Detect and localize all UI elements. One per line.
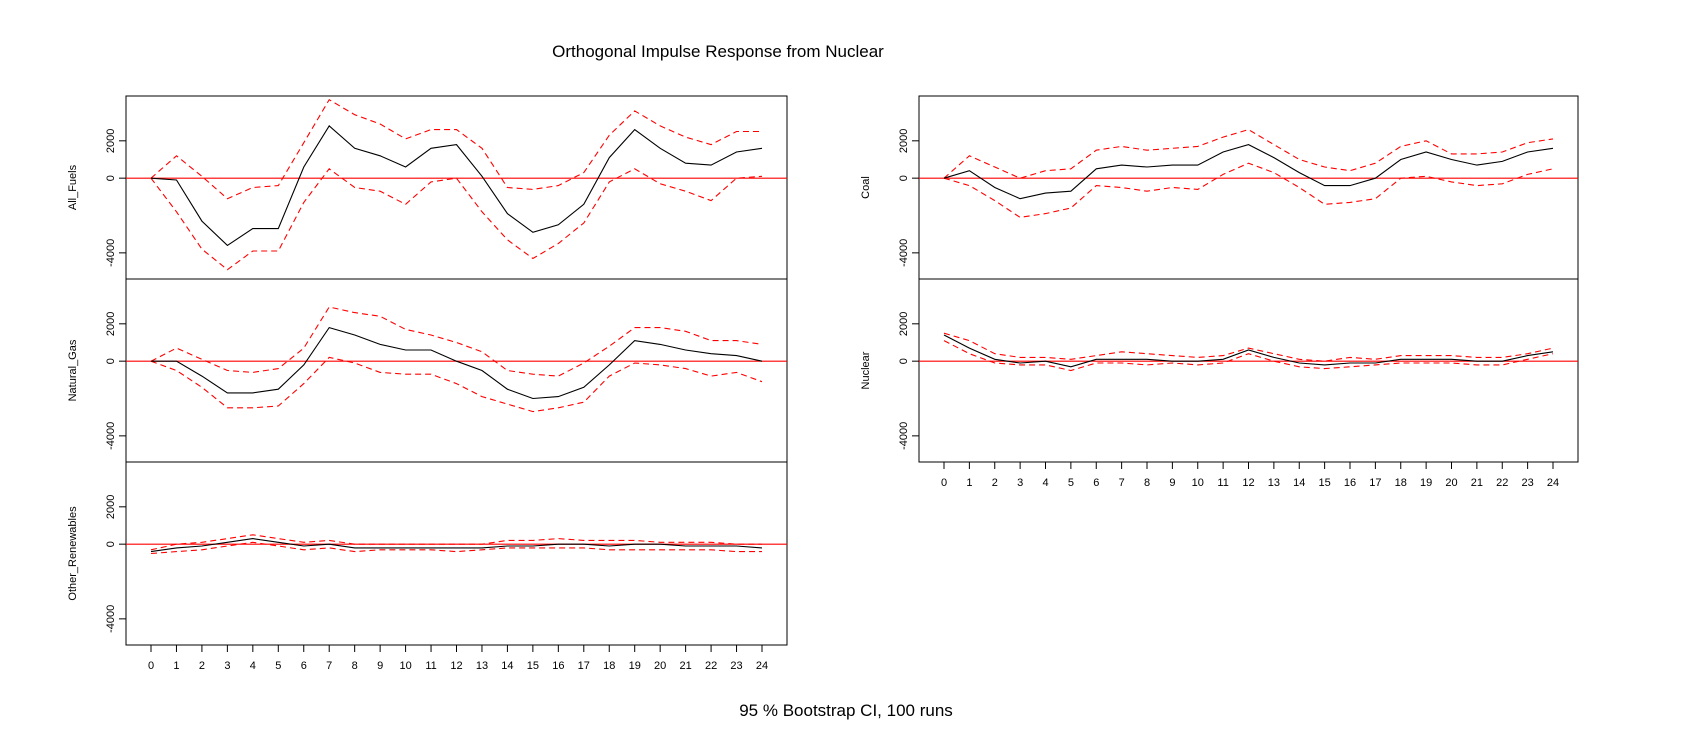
response-line: [150, 538, 763, 553]
x-tick-label: 15: [527, 660, 539, 672]
y-tick-label: 0: [105, 175, 117, 181]
x-tick-label: 14: [501, 660, 513, 672]
x-tick-label: 13: [1268, 477, 1280, 489]
panel-all-fuels: 2000 0 -4000 All_Fuels: [67, 95, 788, 280]
x-tick-label: 10: [1192, 477, 1204, 489]
x-tick-label: 13: [476, 660, 488, 672]
response-line: [943, 144, 1554, 200]
y-tick-label: -4000: [105, 239, 117, 267]
x-tick-label: 1: [173, 660, 179, 672]
panel-frame: [918, 278, 1579, 463]
y-tick-label: 0: [898, 358, 910, 364]
y-tick-label: 2000: [898, 129, 910, 153]
panel-frame: [125, 95, 788, 280]
x-tick-label: 2: [992, 477, 998, 489]
x-tick-label: 19: [629, 660, 641, 672]
y-tick-label: 0: [898, 175, 910, 181]
x-tick-label: 4: [1042, 477, 1048, 489]
response-line: [151, 326, 763, 400]
y-tick-label: -4000: [898, 422, 910, 450]
y-tick-label: -4000: [105, 422, 117, 450]
panel-natural-gas: 2000 0 -4000 Natural_Gas: [67, 278, 788, 463]
x-tick-label: 0: [941, 477, 947, 489]
x-tick-label: 9: [1169, 477, 1175, 489]
ci-lower-line: [150, 356, 763, 413]
x-tick-label: 5: [1068, 477, 1074, 489]
y-axis-label: Coal: [860, 176, 872, 199]
x-tick-label: 3: [224, 660, 230, 672]
response-line: [150, 125, 763, 247]
panel-frame: [125, 278, 788, 463]
ci-upper-line: [943, 332, 1554, 362]
x-tick-label: 16: [1344, 477, 1356, 489]
x-tick-label: 11: [425, 660, 436, 672]
x-tick-label: 23: [730, 660, 742, 672]
ci-upper-line: [150, 534, 762, 551]
x-tick-label: 22: [1496, 477, 1508, 489]
x-tick-label: 12: [1242, 477, 1254, 489]
x-tick-label: 19: [1420, 477, 1432, 489]
y-tick-label: 2000: [898, 312, 910, 336]
x-tick-label: 11: [1217, 477, 1228, 489]
x-tick-label: 0: [148, 660, 154, 672]
x-tick-label: 17: [1369, 477, 1381, 489]
x-tick-label: 8: [1144, 477, 1150, 489]
y-tick-label: 0: [105, 358, 117, 364]
ci-lower-line: [943, 162, 1554, 218]
x-tick-label: 24: [756, 660, 768, 672]
x-tick-label: 16: [552, 660, 564, 672]
x-tick-label: 20: [1445, 477, 1457, 489]
x-tick-label: 24: [1547, 477, 1559, 489]
x-tick-label: 18: [1395, 477, 1407, 489]
x-tick-label: 22: [705, 660, 717, 672]
ci-upper-line: [150, 306, 763, 377]
x-tick-label: 7: [326, 660, 332, 672]
y-axis-label: Nuclear: [860, 351, 872, 389]
ci-lower-line: [150, 168, 763, 271]
x-tick-label: 4: [250, 660, 256, 672]
x-tick-label: 17: [578, 660, 590, 672]
x-tick-label: 14: [1293, 477, 1305, 489]
y-tick-label: 0: [105, 541, 117, 547]
x-tick-label: 6: [1093, 477, 1099, 489]
panel-frame: [918, 95, 1579, 280]
y-axis-label: All_Fuels: [67, 164, 79, 210]
chart-footer: 95 % Bootstrap CI, 100 runs: [739, 701, 953, 720]
x-tick-label: 2: [199, 660, 205, 672]
ci-lower-line: [943, 340, 1554, 372]
panel-frame: [125, 461, 788, 646]
y-tick-label: 2000: [105, 129, 117, 153]
y-tick-label: -4000: [105, 605, 117, 633]
x-tick-label: 21: [680, 660, 692, 672]
y-axis-label: Other_Renewables: [67, 506, 79, 601]
x-tick-label: 1: [966, 477, 972, 489]
y-tick-label: 2000: [105, 312, 117, 336]
y-tick-label: 2000: [105, 495, 117, 519]
x-tick-label: 5: [275, 660, 281, 672]
panel-coal: 2000 0 -4000 Coal: [860, 95, 1579, 280]
y-axis-label: Natural_Gas: [67, 339, 79, 401]
x-tick-label: 15: [1319, 477, 1331, 489]
ci-lower-line: [150, 541, 762, 555]
x-tick-label: 3: [1017, 477, 1023, 489]
ci-upper-line: [150, 98, 762, 200]
x-tick-label: 18: [603, 660, 615, 672]
x-tick-label: 10: [399, 660, 411, 672]
x-tick-label: 9: [377, 660, 383, 672]
x-tick-label: 8: [352, 660, 358, 672]
chart-title: Orthogonal Impulse Response from Nuclear: [552, 42, 884, 61]
x-tick-label: 6: [301, 660, 307, 672]
y-tick-label: -4000: [898, 239, 910, 267]
response-line: [943, 334, 1554, 368]
x-tick-label: 23: [1522, 477, 1534, 489]
x-tick-label: 12: [450, 660, 462, 672]
panels-layer: 20000-4000All_Fuels20000-4000Natural_Gas…: [67, 95, 1579, 672]
x-tick-label: 7: [1119, 477, 1125, 489]
ci-upper-line: [943, 129, 1554, 179]
x-tick-label: 21: [1471, 477, 1483, 489]
x-tick-label: 20: [654, 660, 666, 672]
